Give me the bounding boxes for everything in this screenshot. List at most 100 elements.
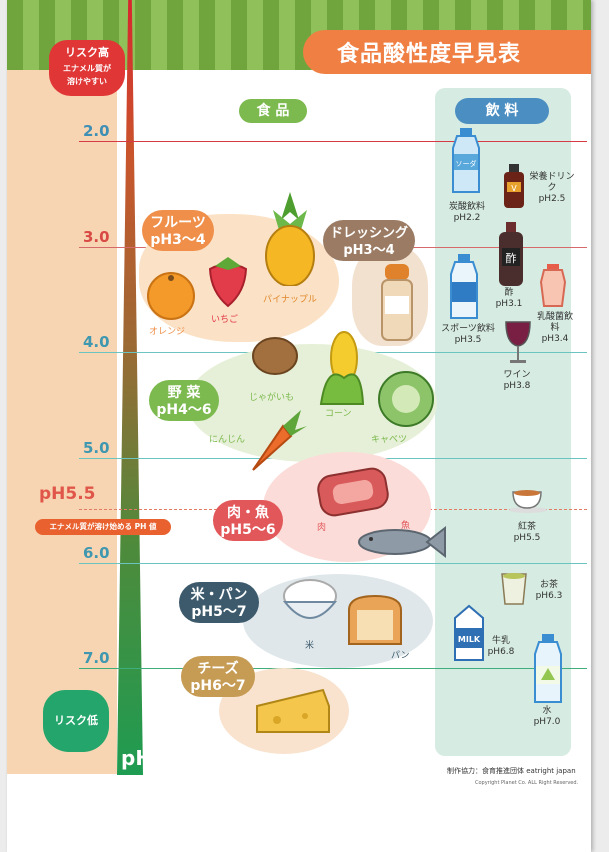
group-fruit: フルーツ pH3〜4	[142, 210, 214, 251]
ph-line-6	[79, 563, 587, 564]
potato-icon	[252, 337, 298, 375]
drink-sports-ph: pH3.5	[454, 335, 482, 345]
drink-soda-name: 炭酸飲料	[448, 202, 485, 212]
drink-soda: 炭酸飲料 pH2.2	[445, 202, 489, 224]
ph-label-3: 3.0	[83, 228, 110, 246]
group-fruit-name: フルーツ	[150, 215, 206, 231]
drink-green-tea: お茶 pH6.3	[529, 580, 569, 602]
drink-vinegar-ph: pH3.1	[495, 299, 523, 309]
wine-glass-icon	[505, 321, 531, 363]
drink-sports-name: スポーツ飲料	[441, 324, 495, 334]
cheese-icon	[256, 688, 330, 733]
drinks-section-label: 飲 料	[455, 98, 549, 124]
drink-milk-ph: pH6.8	[487, 647, 515, 657]
milk-carton-text: MILK	[458, 635, 481, 644]
fish-label: 魚	[401, 521, 411, 531]
credit-text: 制作協力：食育推進団体 eatright japan	[447, 767, 576, 775]
water-bottle-icon	[534, 634, 562, 703]
carrot-icon	[252, 410, 307, 471]
vinegar-bottle-text: 酢	[506, 251, 517, 265]
ph-label-2: 2.0	[83, 122, 110, 140]
drink-soda-ph: pH2.2	[453, 213, 481, 223]
tooth-high-icon: リスク高 エナメル質が 溶けやすい	[49, 40, 125, 96]
pineapple-icon	[265, 192, 315, 286]
drink-wine-name: ワイン	[503, 370, 531, 380]
ph-label-4: 4.0	[83, 333, 110, 351]
strawberry-label: いちご	[211, 315, 239, 325]
left-band	[7, 70, 117, 774]
group-cheese-range: pH6〜7	[190, 678, 246, 694]
green-tea-cup-icon	[501, 573, 527, 605]
critical-ph-note: エナメル質が溶け始める PH 値	[35, 519, 171, 535]
title-banner	[303, 30, 591, 74]
group-rice-name: 米・パン	[190, 587, 248, 603]
drink-lactic-name: 乳酸菌飲料	[536, 312, 573, 333]
tea-cup-icon	[509, 490, 547, 513]
orange-label: オレンジ	[149, 327, 186, 337]
ph-line-2	[79, 141, 587, 142]
drink-water: 水 pH7.0	[527, 706, 567, 728]
group-dressing-name: ドレッシング	[329, 226, 408, 241]
ph-gradient-bar	[117, 0, 143, 775]
ph-label-7: 7.0	[83, 649, 110, 667]
drink-sports: スポーツ飲料 pH3.5	[439, 324, 497, 346]
drink-nutrition-name: 栄養ドリンク	[529, 172, 575, 193]
drink-green-tea-name: お茶	[539, 580, 558, 590]
group-veg-range: pH4〜6	[156, 402, 212, 418]
risk-low-label: リスク低	[54, 714, 98, 727]
fish-icon	[358, 525, 446, 559]
vinegar-bottle-icon: 酢	[499, 222, 523, 286]
group-dressing-range: pH3〜4	[343, 243, 395, 258]
group-rice-range: pH5〜7	[191, 604, 247, 620]
lactic-drink-icon	[539, 264, 567, 307]
drink-black-tea: 紅茶 pH5.5	[507, 522, 547, 544]
drink-black-tea-name: 紅茶	[517, 522, 536, 532]
strawberry-icon	[208, 257, 248, 308]
rice-label: 米	[305, 641, 315, 651]
group-fruit-range: pH3〜4	[150, 232, 206, 248]
ph-line-7	[79, 668, 587, 669]
meat-icon	[317, 467, 389, 517]
group-veg: 野 菜 pH4〜6	[149, 380, 219, 421]
nutrition-drink-text: V	[511, 184, 517, 193]
copyright-text: Copyright Planet Co. ALL Right Reserved.	[475, 780, 579, 786]
orange-icon	[147, 272, 195, 320]
carrot-label: にんじん	[209, 435, 246, 445]
corn-label: コーン	[325, 409, 352, 419]
dressing-bottle-icon	[381, 264, 413, 341]
critical-ph-value: pH5.5	[39, 484, 96, 504]
drink-wine: ワイン pH3.8	[497, 370, 537, 392]
potato-label: じゃがいも	[249, 393, 295, 403]
bread-icon	[348, 594, 402, 645]
nutrition-drink-icon: V	[504, 164, 524, 208]
drink-water-name: 水	[542, 706, 552, 716]
risk-high-sub1: エナメル質が	[63, 64, 111, 73]
drink-water-ph: pH7.0	[533, 717, 561, 727]
group-rice: 米・パン pH5〜7	[179, 582, 259, 623]
drink-black-tea-ph: pH5.5	[513, 533, 541, 543]
rice-icon	[282, 579, 338, 619]
group-meat-name: 肉・魚	[227, 505, 269, 521]
group-veg-name: 野 菜	[167, 385, 201, 401]
bread-label: パン	[391, 651, 410, 661]
group-dressing: ドレッシング pH3〜4	[323, 220, 415, 261]
meat-label: 肉	[317, 523, 327, 533]
ph-axis-label: pH	[121, 746, 153, 770]
group-cheese: チーズ pH6〜7	[181, 656, 255, 697]
risk-high-label: リスク高	[65, 46, 109, 59]
chart-sheet: 食品酸性度早見表 リスク高 エナメル質が 溶けやすい リスク低 pH 食 品 飲…	[7, 0, 591, 852]
soda-bottle-icon: ソーダ	[452, 128, 480, 193]
group-meat: 肉・魚 pH5〜6	[213, 500, 283, 541]
drink-green-tea-ph: pH6.3	[535, 591, 563, 601]
cabbage-label: キャベツ	[371, 435, 408, 445]
corn-icon	[319, 331, 365, 405]
tooth-low-icon: リスク低	[43, 690, 109, 752]
drink-wine-ph: pH3.8	[503, 381, 531, 391]
page-title: 食品酸性度早見表	[337, 42, 522, 67]
drink-vinegar-name: 酢	[504, 288, 514, 298]
drink-milk: 牛乳 pH6.8	[481, 636, 521, 658]
drink-nutrition-ph: pH2.5	[538, 194, 566, 204]
food-section-label: 食 品	[239, 99, 307, 123]
drink-nutrition: 栄養ドリンク pH2.5	[527, 172, 577, 205]
group-cheese-name: チーズ	[197, 661, 239, 677]
